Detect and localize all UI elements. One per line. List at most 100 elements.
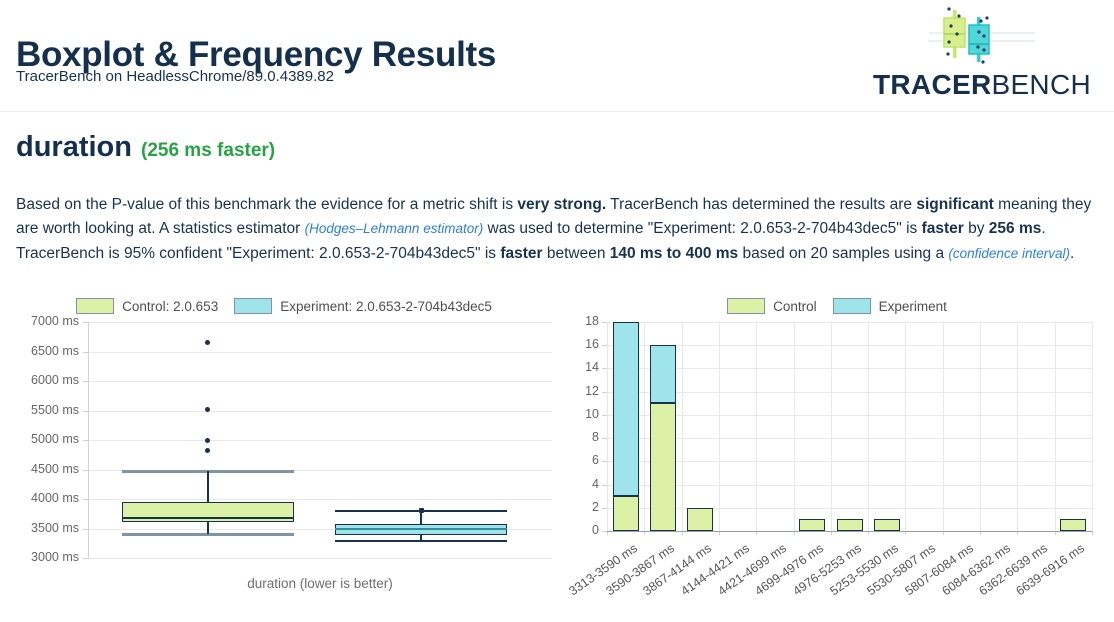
axis-tick xyxy=(83,440,89,441)
gridline xyxy=(644,322,646,531)
gridline xyxy=(89,558,552,559)
emphasis-text: very strong. xyxy=(517,195,607,213)
gridline xyxy=(89,410,552,412)
gridline xyxy=(1054,322,1056,531)
legend-label: Control: 2.0.653 xyxy=(122,298,219,314)
x-axis-tick xyxy=(793,531,795,535)
median-line-experiment xyxy=(335,528,508,531)
body-text: . TracerBench is 95% confident "Experime… xyxy=(16,220,1046,262)
gridline xyxy=(905,322,907,531)
gridline xyxy=(607,345,1092,347)
bar-segment-control[interactable] xyxy=(1060,519,1087,531)
whisker-line-control xyxy=(207,522,209,535)
gridline xyxy=(868,322,870,531)
legend-item[interactable]: Control xyxy=(727,298,817,314)
legend-item[interactable]: Experiment: 2.0.653-2-704b43dec5 xyxy=(234,298,492,314)
emphasis-text: faster xyxy=(500,244,543,262)
y-axis-tick-label: 18 xyxy=(585,314,599,328)
axis-tick xyxy=(602,414,607,416)
gridline xyxy=(1092,322,1093,531)
body-text: meaning they are worth looking at. A sta… xyxy=(16,195,1092,238)
logo-text: TRACERBENCH xyxy=(864,71,1100,99)
outlier-dot-control xyxy=(205,406,211,412)
gridline xyxy=(830,322,832,531)
bar-segment-experiment[interactable] xyxy=(649,345,676,404)
gridline xyxy=(607,461,1092,463)
y-axis-tick-label: 6000 ms xyxy=(31,373,79,387)
logo-text-bench: BENCH xyxy=(991,69,1091,100)
bar-segment-control[interactable] xyxy=(836,519,863,531)
whisker-line-control xyxy=(207,471,209,502)
gridline xyxy=(89,351,552,353)
bar-segment-control[interactable] xyxy=(799,519,826,531)
gridline xyxy=(607,507,1092,509)
y-axis-tick-label: 7000 ms xyxy=(31,314,79,328)
axis-tick xyxy=(602,461,607,463)
emphasis-text: faster xyxy=(921,220,964,237)
y-axis-tick-label: 4500 ms xyxy=(31,461,79,476)
gridline xyxy=(607,368,1092,370)
whisker-line-experiment xyxy=(420,510,422,525)
x-axis-tick xyxy=(868,531,870,535)
axis-tick xyxy=(83,322,89,323)
tracerbench-logo: TRACERBENCH xyxy=(864,4,1100,99)
gridline xyxy=(89,469,552,471)
frequency-chart: Control Experiment 0 2 4 6 8 10 12 14 16 18 3313-35… xyxy=(560,294,1114,620)
gridline xyxy=(607,322,1092,323)
axis-tick xyxy=(602,484,607,486)
header-divider xyxy=(0,111,1114,112)
outlier-dot-control xyxy=(205,340,211,346)
whisker-cap-control xyxy=(121,532,294,536)
outlier-dot-control xyxy=(205,437,211,443)
summary-text: Based on the P-value of this benchmark t… xyxy=(16,193,1102,267)
metric-delta-badge: (256 ms faster) xyxy=(141,140,276,161)
legend-swatch xyxy=(832,298,871,314)
body-text: based on 20 samples using a xyxy=(738,244,949,262)
frequency-plot-area xyxy=(602,322,1093,535)
bar-segment-control[interactable] xyxy=(649,403,676,531)
legend-swatch xyxy=(234,298,273,314)
x-axis-tick xyxy=(1017,531,1019,535)
gridline xyxy=(607,438,1092,440)
box-control[interactable] xyxy=(121,501,294,522)
axis-tick xyxy=(602,531,607,532)
legend-swatch xyxy=(727,298,766,314)
y-axis-tick-label: 10 xyxy=(585,406,599,421)
body-text: TracerBench has determined the results a… xyxy=(606,195,917,213)
y-axis-tick-label: 2 xyxy=(592,499,599,514)
boxplot-logo-icon xyxy=(929,7,1035,64)
axis-tick xyxy=(83,558,89,559)
x-axis-tick xyxy=(905,531,907,535)
gridline xyxy=(718,322,720,531)
metric-heading: duration (256 ms faster) xyxy=(16,131,275,164)
body-text: . xyxy=(1069,244,1075,262)
legend-item[interactable]: Control: 2.0.653 xyxy=(76,298,218,314)
axis-tick xyxy=(83,499,89,500)
bar-segment-experiment[interactable] xyxy=(612,322,639,497)
gridline xyxy=(607,484,1092,486)
inline-link[interactable]: (Hodges–Lehmann estimator) xyxy=(304,221,484,236)
legend-item[interactable]: Experiment xyxy=(832,298,947,314)
y-axis-tick-label: 5500 ms xyxy=(31,402,79,417)
metric-name: duration xyxy=(16,131,132,163)
axis-tick xyxy=(602,368,607,370)
bar-segment-control[interactable] xyxy=(612,496,639,531)
body-text: was used to determine "Experiment: 2.0.6… xyxy=(483,220,922,237)
x-axis-tick xyxy=(980,531,982,535)
bar-segment-control[interactable] xyxy=(687,507,714,531)
gridline xyxy=(793,322,795,531)
x-axis-tick xyxy=(644,531,646,535)
x-axis-tick xyxy=(607,531,608,535)
inline-link[interactable]: (confidence interval) xyxy=(948,245,1070,261)
y-axis-tick-label: 12 xyxy=(585,383,599,398)
y-axis-tick-label: 3000 ms xyxy=(31,550,79,564)
whisker-line-experiment xyxy=(420,534,422,541)
gridline xyxy=(980,322,982,531)
y-axis-tick-label: 0 xyxy=(592,523,599,537)
gridline xyxy=(89,499,552,500)
body-text: between xyxy=(542,244,610,262)
axis-tick xyxy=(602,391,607,393)
body-text: by xyxy=(963,220,989,237)
axis-tick xyxy=(602,507,607,509)
bar-segment-control[interactable] xyxy=(873,519,900,531)
